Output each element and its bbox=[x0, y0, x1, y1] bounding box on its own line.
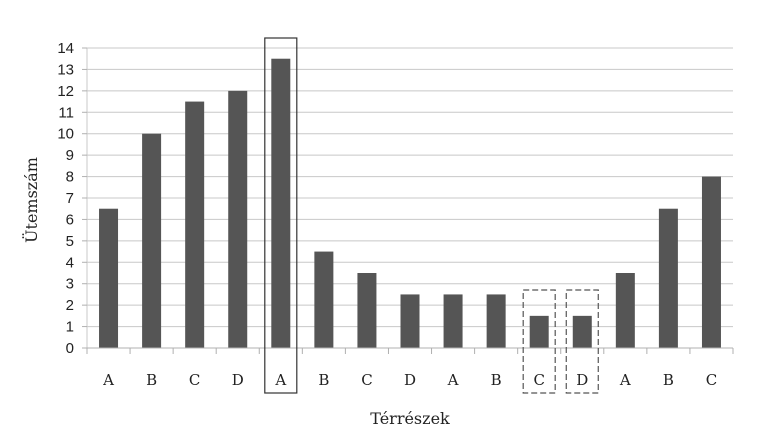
bar bbox=[486, 294, 506, 348]
x-tick-label: C bbox=[533, 371, 544, 389]
y-tick-label: 13 bbox=[57, 61, 74, 78]
bar bbox=[658, 208, 678, 348]
x-tick-label: D bbox=[576, 371, 588, 389]
bar bbox=[99, 208, 119, 348]
y-axis-title: Ütemszám bbox=[21, 157, 41, 243]
x-tick-label: D bbox=[232, 371, 244, 389]
x-tick-label: A bbox=[274, 371, 286, 389]
y-tick-label: 6 bbox=[66, 211, 74, 228]
bar bbox=[228, 90, 248, 348]
y-tick-label: 5 bbox=[66, 233, 74, 250]
bars bbox=[99, 58, 721, 348]
bar bbox=[701, 176, 721, 348]
y-tick-label: 12 bbox=[57, 83, 74, 100]
y-tick-label: 0 bbox=[66, 340, 74, 357]
bar bbox=[443, 294, 463, 348]
x-tick-label: B bbox=[318, 371, 329, 389]
y-tick-label: 8 bbox=[66, 169, 74, 186]
bar bbox=[357, 273, 377, 348]
bar bbox=[615, 273, 635, 348]
y-tick-label: 1 bbox=[66, 319, 74, 336]
y-tick-label: 7 bbox=[66, 190, 74, 207]
x-tick-label: B bbox=[491, 371, 502, 389]
x-tick-label: C bbox=[189, 371, 200, 389]
x-axis-title: Térrészek bbox=[370, 409, 450, 428]
x-tick-label: A bbox=[619, 371, 631, 389]
y-tick-label: 9 bbox=[66, 147, 74, 164]
bar bbox=[185, 101, 205, 348]
bar bbox=[572, 315, 592, 348]
bar bbox=[400, 294, 420, 348]
highlight-boxes bbox=[264, 37, 599, 394]
highlight-box bbox=[264, 37, 298, 394]
x-tick-label: A bbox=[102, 371, 114, 389]
x-tick-label: C bbox=[361, 371, 372, 389]
highlight-box bbox=[522, 289, 556, 394]
y-tick-label: 10 bbox=[57, 126, 74, 143]
y-tick-label: 4 bbox=[66, 254, 74, 271]
bar bbox=[529, 315, 549, 348]
highlight-box bbox=[565, 289, 599, 394]
x-tick-label: C bbox=[706, 371, 717, 389]
bar bbox=[271, 58, 291, 348]
bar bbox=[142, 133, 162, 348]
axes bbox=[82, 47, 734, 354]
y-tick-label: 3 bbox=[66, 276, 74, 293]
bar bbox=[314, 251, 334, 348]
x-tick-label: D bbox=[404, 371, 416, 389]
y-tick-label: 11 bbox=[58, 104, 74, 121]
x-tick-label: B bbox=[146, 371, 157, 389]
y-tick-label: 14 bbox=[57, 40, 74, 57]
x-tick-label: A bbox=[447, 371, 459, 389]
x-tick-label: B bbox=[663, 371, 674, 389]
y-tick-label: 2 bbox=[66, 297, 74, 314]
